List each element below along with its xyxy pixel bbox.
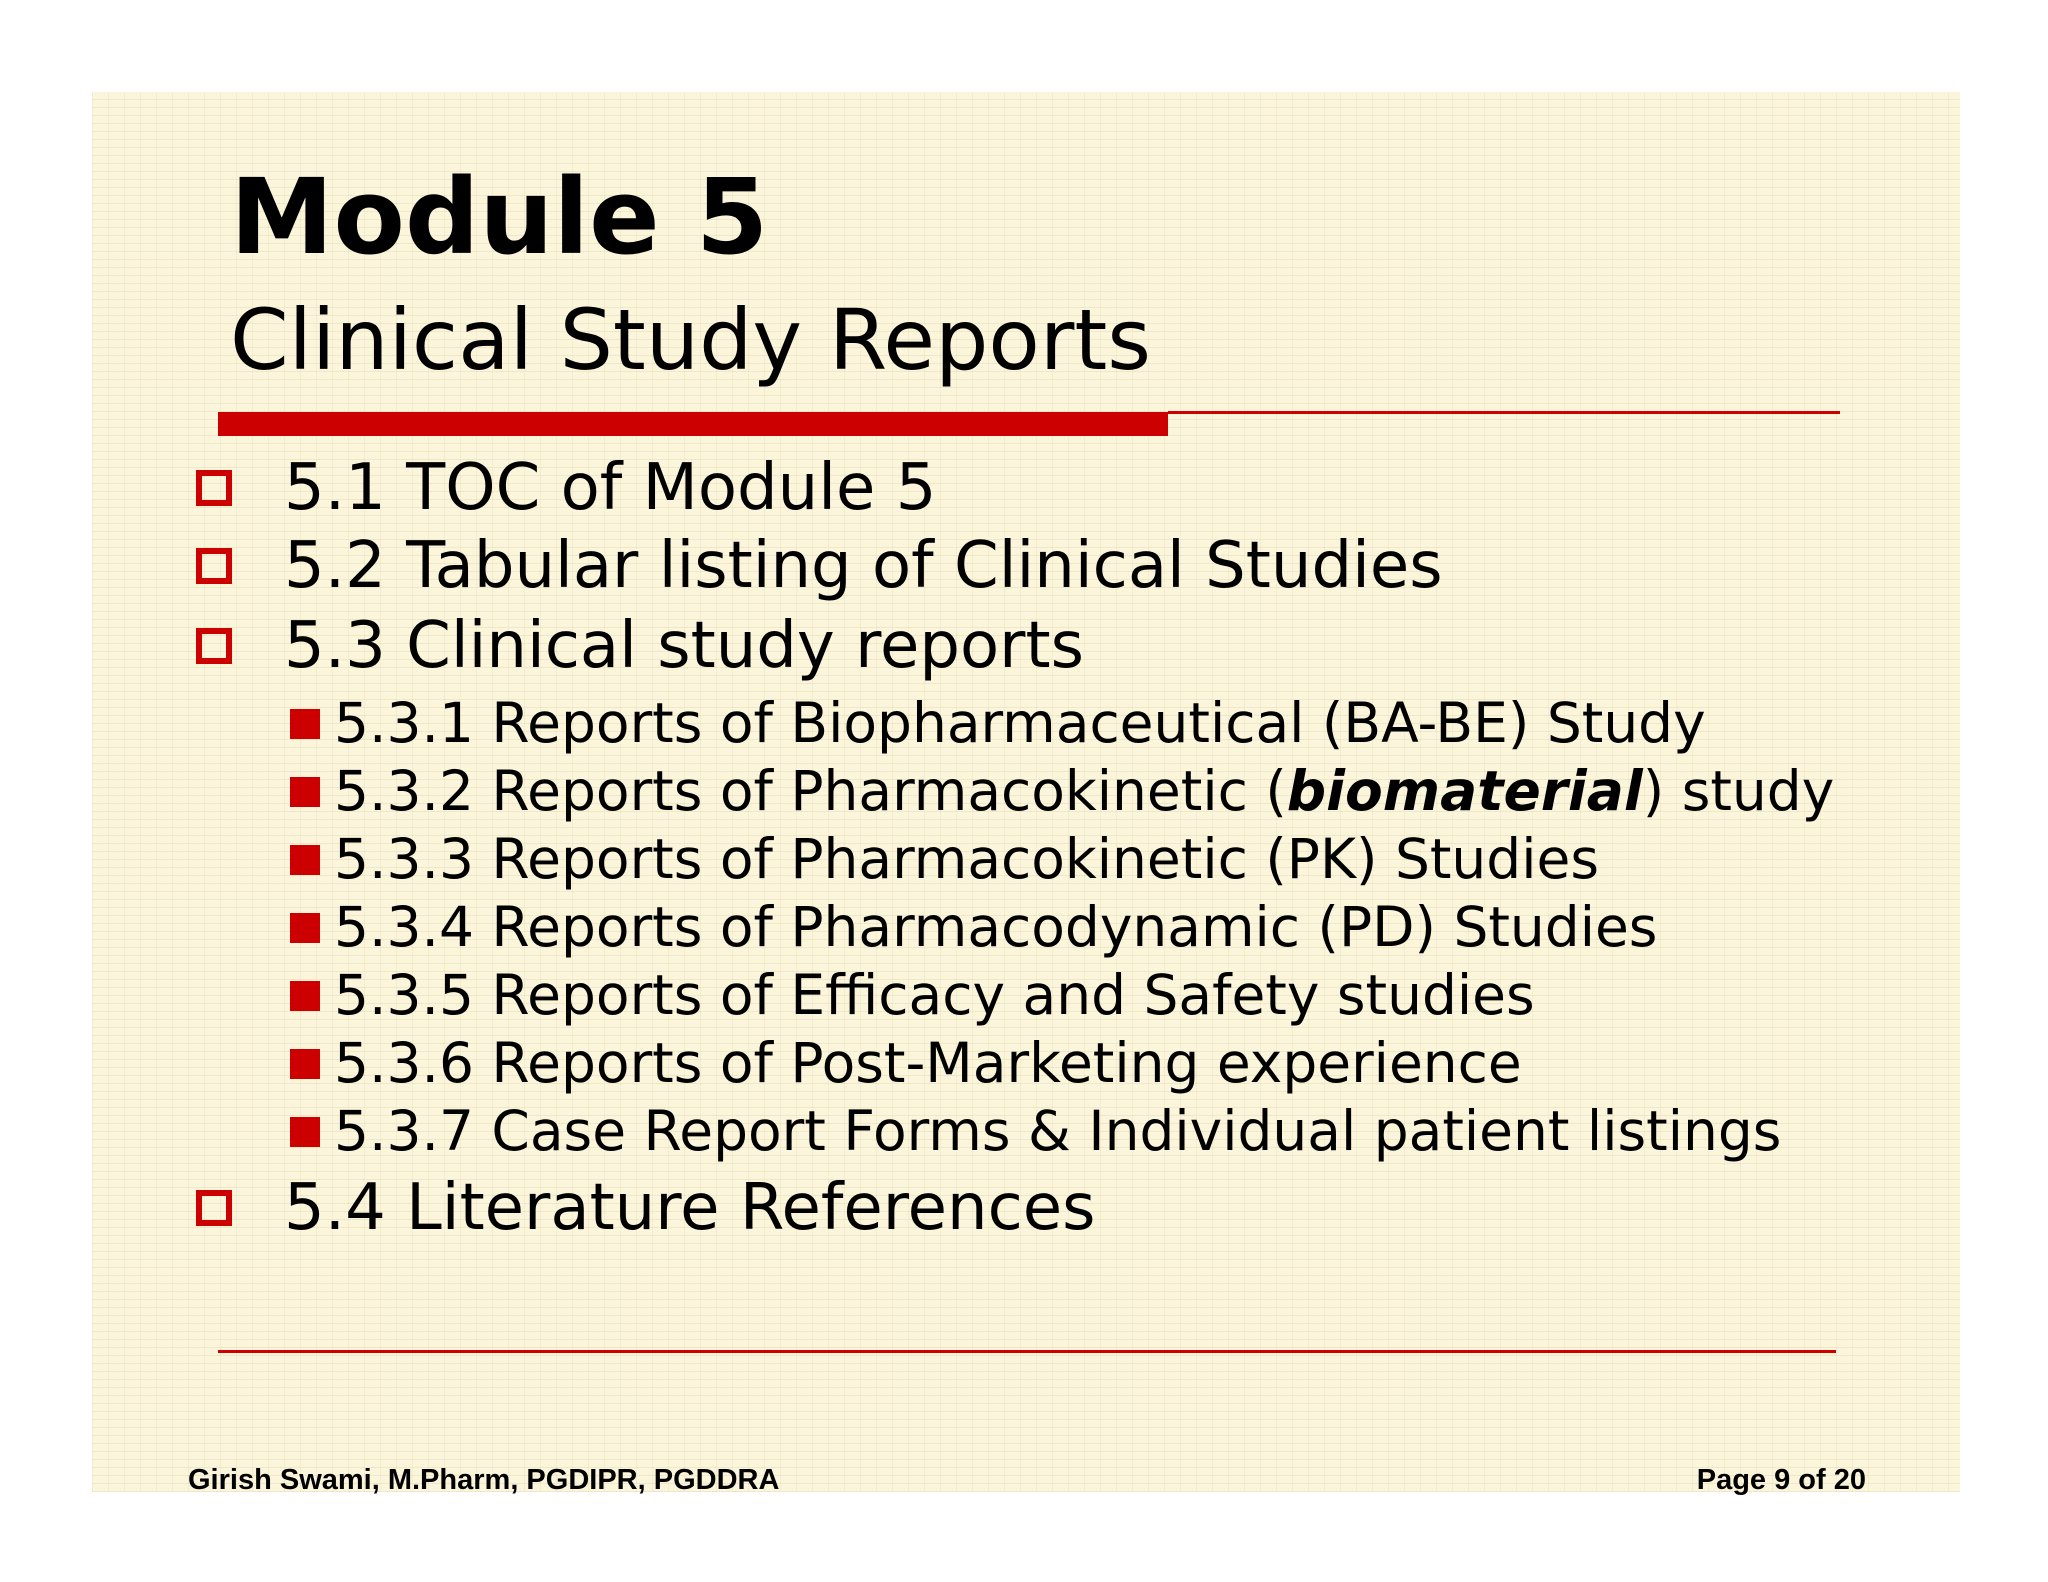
filled-square-icon	[290, 776, 320, 807]
sub-bullet-text-part: ) study	[1642, 759, 1835, 823]
sub-bullet-item: 5.3.7 Case Report Forms & Individual pat…	[290, 1104, 1781, 1159]
filled-square-icon	[290, 980, 320, 1011]
bullet-text: 5.2 Tabular listing of Clinical Studies	[284, 529, 1443, 603]
sub-bullet-item: 5.3.1 Reports of Biopharmaceutical (BA-B…	[290, 696, 1706, 751]
sub-bullet-text-part: 5.3.2 Reports of Pharmacokinetic (	[334, 759, 1287, 823]
sub-bullet-text: 5.3.2 Reports of Pharmacokinetic (biomat…	[334, 764, 1834, 819]
sub-bullet-item: 5.3.2 Reports of Pharmacokinetic (biomat…	[290, 764, 1834, 819]
sub-bullet-text: 5.3.6 Reports of Post-Marketing experien…	[334, 1031, 1522, 1095]
filled-square-icon	[290, 1116, 320, 1147]
bullet-item: 5.4 Literature References	[196, 1176, 1095, 1240]
sub-bullet-item: 5.3.3 Reports of Pharmacokinetic (PK) St…	[290, 832, 1599, 887]
sub-bullet-text: 5.3.5 Reports of Efficacy and Safety stu…	[334, 963, 1535, 1027]
bullet-text: 5.1 TOC of Module 5	[284, 451, 937, 525]
sub-bullet-item: 5.3.4 Reports of Pharmacodynamic (PD) St…	[290, 900, 1657, 955]
filled-square-icon	[290, 844, 320, 875]
sub-bullet-item: 5.3.6 Reports of Post-Marketing experien…	[290, 1036, 1522, 1091]
bullet-text: 5.3 Clinical study reports	[284, 609, 1084, 683]
slide-background	[92, 92, 1960, 1492]
hollow-square-icon	[196, 1190, 232, 1226]
sub-bullet-emphasis: biomaterial	[1286, 759, 1643, 823]
slide-subtitle: Clinical Study Reports	[230, 291, 1152, 389]
hollow-square-icon	[196, 548, 232, 584]
bullet-item: 5.1 TOC of Module 5	[196, 456, 936, 520]
filled-square-icon	[290, 1048, 320, 1079]
sub-bullet-text: 5.3.4 Reports of Pharmacodynamic (PD) St…	[334, 895, 1658, 959]
sub-bullet-item: 5.3.5 Reports of Efficacy and Safety stu…	[290, 968, 1535, 1023]
sub-bullet-text: 5.3.3 Reports of Pharmacokinetic (PK) St…	[334, 827, 1599, 891]
footer-page-number: Page 9 of 20	[1696, 1464, 1866, 1496]
filled-square-icon	[290, 708, 320, 739]
sub-bullet-text: 5.3.1 Reports of Biopharmaceutical (BA-B…	[334, 691, 1706, 755]
footer-divider	[218, 1350, 1836, 1353]
slide-title: Module 5	[230, 156, 769, 278]
filled-square-icon	[290, 912, 320, 943]
title-underline-thin	[1168, 411, 1840, 414]
footer-author: Girish Swami, M.Pharm, PGDIPR, PGDDRA	[188, 1464, 780, 1496]
bullet-item: 5.2 Tabular listing of Clinical Studies	[196, 534, 1443, 598]
hollow-square-icon	[196, 470, 232, 506]
bullet-text: 5.4 Literature References	[284, 1171, 1096, 1245]
title-underline-thick	[218, 412, 1168, 436]
sub-bullet-text: 5.3.7 Case Report Forms & Individual pat…	[334, 1099, 1782, 1163]
hollow-square-icon	[196, 628, 232, 664]
bullet-item: 5.3 Clinical study reports	[196, 614, 1084, 678]
